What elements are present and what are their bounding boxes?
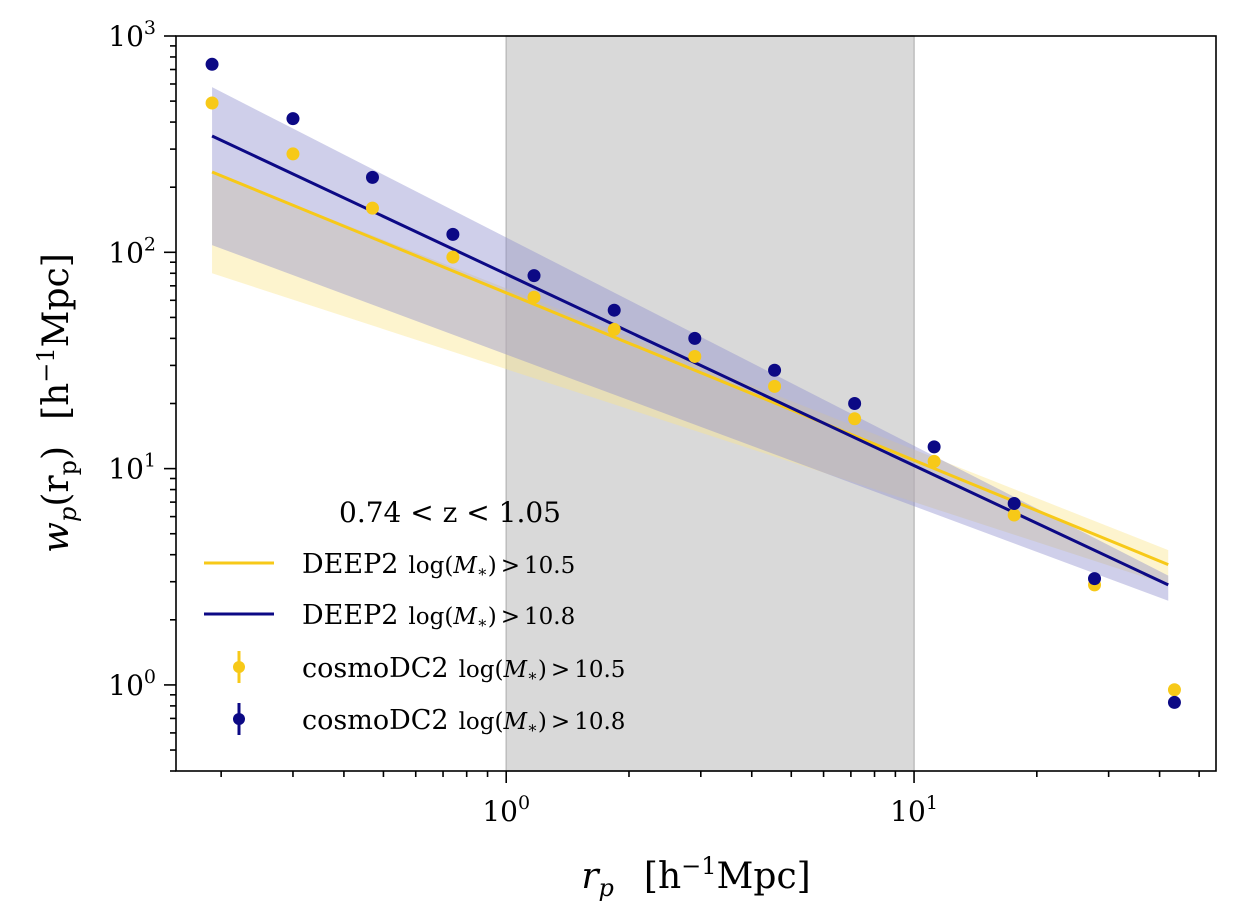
point-series-3-1 (286, 112, 300, 126)
y-tick-label-100: 102 (108, 233, 156, 269)
point-series-2-7 (768, 379, 782, 393)
point-series-3-5 (607, 303, 621, 317)
legend-label-cosmodc2-108: cosmoDC2 log(M∗) >10.8 (302, 705, 625, 737)
point-series-3-7 (768, 363, 782, 377)
y-tick-label-1: 100 (108, 666, 156, 702)
point-series-2-1 (286, 147, 300, 161)
point-series-2-4 (527, 290, 541, 304)
x-tick-labels: 100 101 (482, 792, 938, 828)
point-series-2-6 (688, 349, 702, 363)
legend-swatch-cosmodc2-108 (233, 703, 245, 735)
legend-label-deep2-108: DEEP2 log(M∗) >10.8 (302, 600, 575, 632)
point-series-2-10 (1007, 508, 1021, 522)
x-tick-label-1: 100 (482, 792, 530, 828)
point-series-3-3 (446, 227, 460, 241)
point-series-2-5 (607, 322, 621, 336)
point-series-3-12 (1167, 695, 1181, 709)
y-tick-label-10: 101 (108, 450, 156, 486)
x-axis-label: rp [h−1Mpc] (581, 852, 810, 902)
point-series-3-11 (1088, 572, 1102, 586)
legend-swatch-cosmodc2-105 (233, 651, 245, 683)
legend-title: 0.74 < z < 1.05 (339, 496, 561, 529)
point-series-2-0 (205, 96, 219, 110)
point-series-2-12 (1167, 683, 1181, 697)
y-axis-label: wp(rp)[h−1Mpc] (32, 253, 82, 553)
y-tick-label-1000: 103 (108, 17, 156, 53)
line-series-0 (211, 170, 1169, 566)
x-tick-label-10: 101 (890, 792, 938, 828)
point-series-3-4 (527, 269, 541, 283)
y-tick-labels: 100 101 102 103 (108, 17, 156, 702)
legend-label-cosmodc2-105: cosmoDC2 log(M∗) >10.5 (302, 653, 625, 685)
point-series-2-9 (927, 454, 941, 468)
point-series-3-9 (927, 440, 941, 454)
axis-ticks (164, 35, 1200, 783)
legend: 0.74 < z < 1.05 DEEP2 log(M∗) >10.5 DEEP2 l… (204, 496, 625, 737)
point-series-3-10 (1007, 496, 1021, 510)
shaded-region-1-to-10 (505, 35, 915, 772)
data-points (205, 57, 1181, 709)
band-series-0 (212, 172, 1169, 585)
point-series-3-6 (688, 331, 702, 345)
point-series-2-2 (365, 201, 379, 215)
point-series-3-2 (365, 170, 379, 184)
point-series-3-8 (848, 397, 862, 410)
point-series-3-0 (205, 57, 219, 71)
point-series-2-3 (446, 250, 460, 264)
point-series-2-8 (848, 412, 862, 426)
legend-label-deep2-105: DEEP2 log(M∗) >10.5 (302, 549, 575, 581)
